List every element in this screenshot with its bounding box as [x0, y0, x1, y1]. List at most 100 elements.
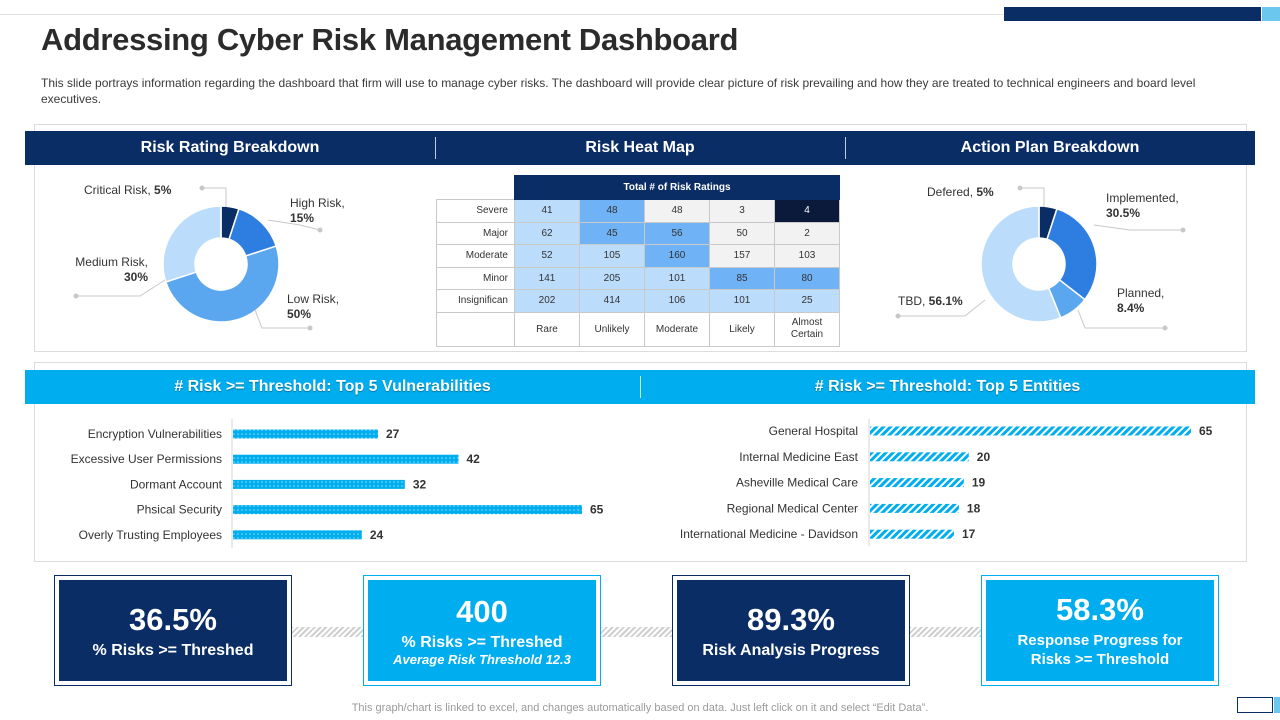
heat-col-label: Unlikely — [579, 311, 645, 347]
entity-bar — [870, 529, 954, 539]
kpi-card-risk-count: 400 % Risks >= Threshed Average Risk Thr… — [363, 575, 601, 686]
heat-col-label: Likely — [709, 311, 775, 347]
vulnerability-value-label: 24 — [370, 528, 384, 542]
heat-cell: 45 — [579, 221, 645, 245]
page-subtitle: This slide portrays information regardin… — [41, 76, 1196, 106]
planned-label: Planned, — [1117, 286, 1164, 300]
kpi-card-risks-threshed: 36.5% % Risks >= Threshed — [54, 575, 292, 686]
implemented-value: 30.5% — [1106, 206, 1140, 220]
corner-mark — [1274, 697, 1280, 713]
heat-cell: 50 — [709, 221, 775, 245]
entity-bar — [870, 478, 964, 488]
heat-col-label: Almost Certain — [774, 311, 840, 347]
critical-risk-label: Critical Risk, 5% — [84, 183, 172, 197]
low-risk-label: Low Risk, — [287, 292, 339, 306]
entity-bar — [870, 503, 959, 513]
defered-label: Defered, 5% — [927, 185, 994, 199]
entity-value-label: 19 — [972, 476, 986, 490]
top-accent-mark — [1262, 7, 1280, 21]
heat-cell: 80 — [774, 266, 840, 290]
heat-cell: 41 — [514, 199, 580, 223]
entity-category-label: Regional Medical Center — [727, 501, 858, 515]
vulnerability-bar — [233, 454, 459, 464]
heat-cell: 414 — [579, 289, 645, 313]
top-header-bar: Risk Rating Breakdown Risk Heat Map Acti… — [25, 131, 1255, 165]
vulnerability-value-label: 65 — [590, 503, 604, 517]
heat-cell: 3 — [709, 199, 775, 223]
vulnerability-value-label: 42 — [467, 452, 481, 466]
risk-rating-slice-low-risk — [164, 245, 280, 323]
vulnerability-category-label: Dormant Account — [130, 477, 223, 491]
vulnerability-bar — [233, 505, 582, 515]
header-top-vulnerabilities: # Risk >= Threshold: Top 5 Vulnerabiliti… — [174, 378, 491, 395]
tbd-label: TBD, 56.1% — [898, 294, 963, 308]
kpi-label: Risk Analysis Progress — [702, 641, 880, 659]
entity-bar — [870, 426, 1191, 436]
heat-col-label: Rare — [514, 311, 580, 347]
entity-value-label: 65 — [1199, 424, 1213, 438]
heat-row-label: Severe — [436, 199, 515, 223]
heat-cell: 2 — [774, 221, 840, 245]
heat-cell: 4 — [774, 199, 840, 223]
planned-value: 8.4% — [1117, 301, 1145, 315]
vulnerability-category-label: Overly Trusting Employees — [79, 528, 222, 542]
page-title: Addressing Cyber Risk Management Dashboa… — [41, 22, 739, 57]
action-plan-slice-tbd — [980, 205, 1062, 323]
entity-category-label: Asheville Medical Care — [736, 476, 858, 490]
action-plan-slice-implemented — [1046, 207, 1098, 301]
heat-cell: 48 — [644, 199, 710, 223]
heat-cell: 25 — [774, 289, 840, 313]
footer-note: This graph/chart is linked to excel, and… — [351, 702, 929, 714]
corner-box — [1237, 697, 1273, 713]
kpi-label: % Risks >= Threshed — [92, 641, 254, 659]
medium-risk-label: Medium Risk, — [75, 255, 148, 269]
header-heat-map: Risk Heat Map — [435, 137, 845, 159]
kpi-value: 36.5% — [129, 601, 217, 637]
header-action-plan: Action Plan Breakdown — [845, 137, 1255, 159]
vulnerability-category-label: Phsical Security — [137, 503, 222, 517]
kpi-connector — [291, 627, 363, 637]
kpi-connector — [600, 627, 672, 637]
top-rule — [0, 14, 1004, 15]
heat-cell: 62 — [514, 221, 580, 245]
kpi-label: Response Progress for Risks >= Threshold — [1017, 632, 1183, 668]
vulnerability-bar — [233, 429, 378, 439]
heat-map-title: Total # of Risk Ratings — [514, 175, 840, 200]
kpi-connector — [909, 627, 981, 637]
action-plan-leader-lines — [898, 187, 1183, 329]
top-accent-bar — [1004, 7, 1261, 21]
vulnerability-value-label: 27 — [386, 427, 400, 441]
entity-value-label: 17 — [962, 527, 976, 541]
kpi-value: 58.3% — [1056, 592, 1144, 627]
entity-bar — [870, 452, 969, 462]
kpi-label: % Risks >= Threshed — [401, 633, 563, 651]
risk-heat-map: Total # of Risk Ratings Severe 41 48 48 3 4 Ma… — [436, 175, 840, 347]
implemented-label: Implemented, — [1106, 191, 1179, 205]
header-risk-rating: Risk Rating Breakdown — [140, 139, 320, 156]
entity-category-label: International Medicine - Davidson — [680, 527, 858, 541]
medium-risk-value: 30% — [124, 270, 148, 284]
low-risk-value: 50% — [287, 307, 311, 321]
high-risk-value: 15% — [290, 211, 314, 225]
heat-cell: 56 — [644, 221, 710, 245]
heat-cell: 205 — [579, 266, 645, 290]
vulnerability-value-label: 32 — [413, 477, 427, 491]
vulnerability-category-label: Encryption Vulnerabilities — [88, 427, 222, 441]
entity-category-label: General Hospital — [769, 424, 858, 438]
vulnerability-bar — [233, 530, 362, 540]
kpi-card-response-progress: 58.3% Response Progress for Risks >= Thr… — [981, 575, 1219, 686]
risk-rating-slice-medium-risk — [162, 205, 222, 283]
risk-rating-leader-lines — [76, 187, 321, 329]
vulnerability-category-label: Excessive User Permissions — [71, 452, 222, 466]
kpi-card-analysis-progress: 89.3% Risk Analysis Progress — [672, 575, 910, 686]
heat-cell: 101 — [709, 289, 775, 313]
high-risk-label: High Risk, — [290, 196, 345, 210]
kpi-subtext: Average Risk Threshold 12.3 — [393, 651, 571, 667]
heat-cell: 48 — [579, 199, 645, 223]
kpi-value: 400 — [456, 593, 508, 629]
kpi-value: 89.3% — [747, 601, 835, 637]
entity-value-label: 18 — [967, 501, 981, 515]
